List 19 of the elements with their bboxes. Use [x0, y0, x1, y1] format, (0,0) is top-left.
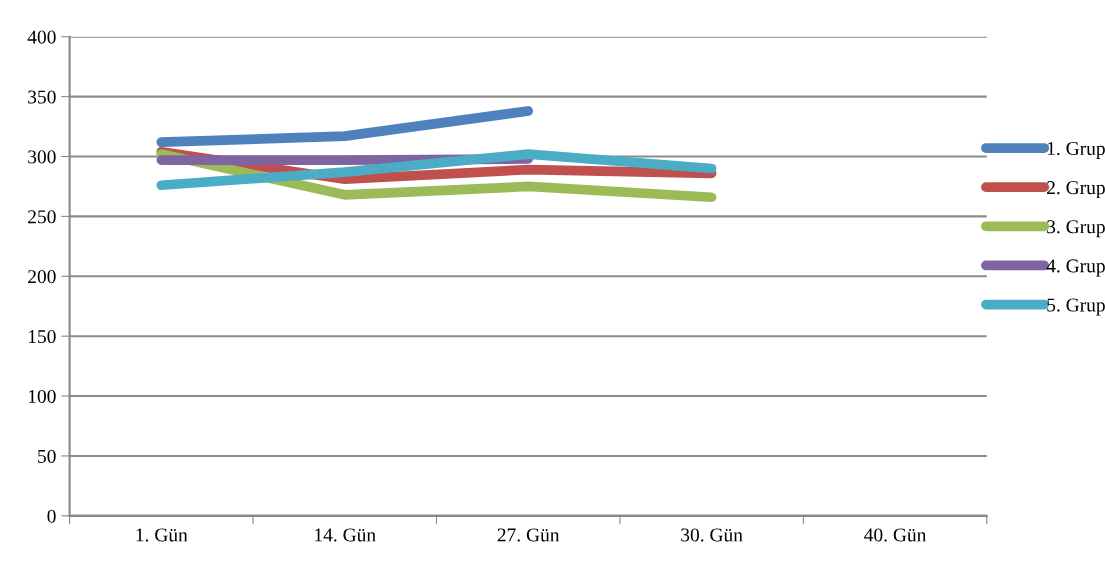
y-tick-label: 150 — [28, 329, 56, 344]
y-tick-label: 250 — [28, 210, 56, 224]
y-tick-label: 300 — [28, 150, 56, 164]
y-tick-label: 0 — [47, 509, 56, 523]
x-tick-label: 27. Gün — [497, 528, 560, 542]
legend-label: 5. Grup — [1047, 298, 1105, 316]
x-tick-label: 30. Gün — [681, 528, 743, 542]
y-tick-label: 400 — [27, 30, 56, 44]
x-tick-label: 1. Gün — [136, 528, 188, 542]
y-tick-label: 50 — [38, 449, 56, 463]
legend-label: 4. Grup — [1046, 259, 1105, 277]
y-tick-label: 100 — [28, 389, 56, 403]
legend-label: 3. Grup — [1047, 220, 1105, 238]
x-tick-label: 14. Gün — [315, 528, 376, 542]
legend-label: 2. Grup — [1047, 181, 1105, 199]
x-tick-label: 40. Gün — [864, 528, 927, 542]
y-tick-label: 200 — [28, 270, 56, 284]
y-tick-label: 350 — [28, 90, 56, 104]
legend-label: 1. Grup — [1047, 141, 1105, 159]
